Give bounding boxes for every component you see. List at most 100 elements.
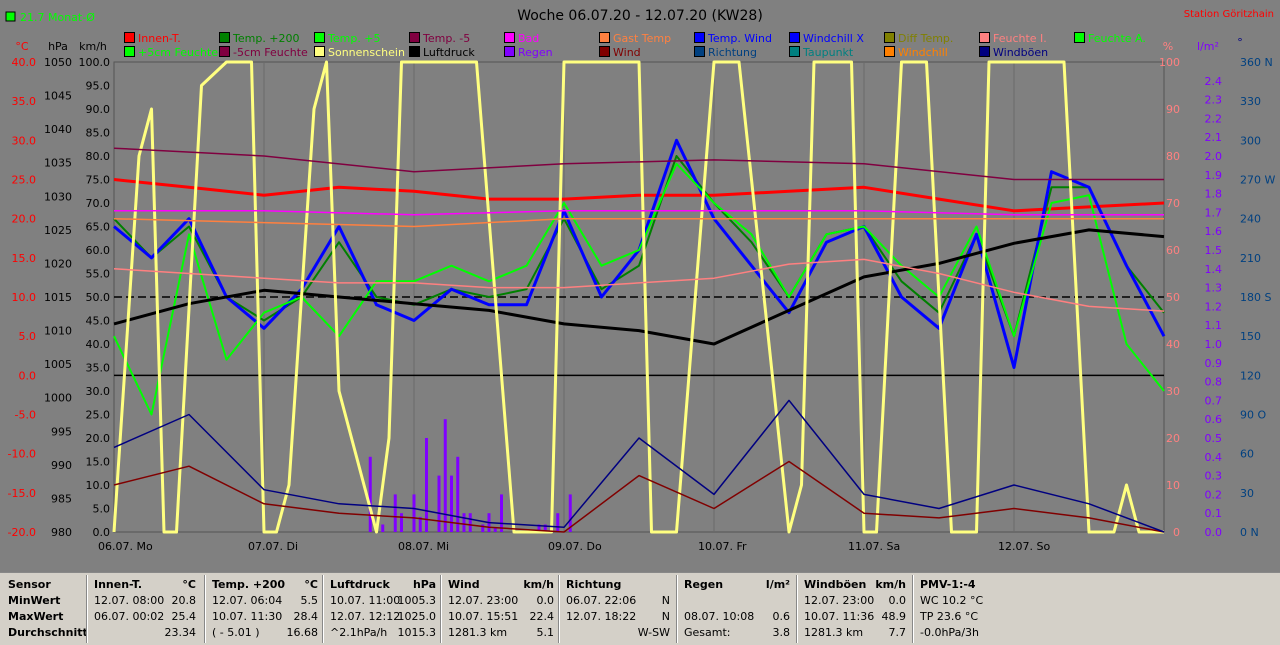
legend-item: +5cm Feuchte	[124, 46, 218, 59]
hpa-tick: 985	[51, 492, 72, 505]
legend-label: -5cm Feuchte	[233, 46, 308, 59]
axis-ticks: 40.0 35.0 30.0 25.0 20.0 15.0 10.0 5.0 0.0 -5.0 -1…	[8, 56, 1276, 539]
hpa-tick: 980	[51, 526, 72, 539]
direction-tick: 300	[1240, 134, 1261, 147]
legend-swatch	[504, 32, 515, 43]
rain-bar	[400, 513, 403, 532]
unit: km/h	[523, 578, 554, 591]
kmh-tick: 100.0	[79, 56, 111, 69]
direction-tick: 360 N	[1240, 56, 1273, 69]
legend-swatch	[979, 32, 990, 43]
direction-tick: 240	[1240, 213, 1261, 226]
kmh-tick: 35.0	[86, 362, 111, 375]
legend-label: Temp. -5	[423, 32, 471, 45]
temp-tick: 25.0	[12, 174, 37, 187]
hpa-tick: 1045	[44, 90, 72, 103]
direction-tick: 60	[1240, 448, 1254, 461]
legend-item: Sonnenschein	[314, 46, 405, 59]
legend-item: Taupunkt	[789, 46, 853, 59]
legend-swatch	[694, 46, 705, 57]
max-time: 11:30	[250, 610, 283, 623]
legend-item: Windchill	[884, 46, 948, 59]
kmh-tick: 65.0	[86, 221, 111, 234]
max-time: 00:02	[132, 610, 165, 623]
month-avg-label: 21.7 Monat-Ø	[20, 11, 95, 24]
legend-swatch	[789, 32, 800, 43]
hpa-tick: 1050	[44, 56, 72, 69]
rain-tick: 1.2	[1205, 300, 1223, 313]
series-line-gast-temp	[113, 217, 1164, 228]
min-date: 12.07.	[804, 594, 839, 607]
grid	[114, 62, 1164, 532]
legend-label: Feuchte A.	[1088, 32, 1146, 45]
direction-tick: 120	[1240, 369, 1261, 382]
head: Temp. +200	[212, 578, 286, 591]
pct-tick: 80	[1166, 150, 1180, 163]
min-time: 08:00	[132, 594, 165, 607]
col-richtung: Richtung 06.07. 22:06 N 12.07. 18:22 N W-S…	[566, 577, 674, 643]
direction-tick: 180 S	[1240, 291, 1271, 304]
pct-tick: 40	[1166, 338, 1180, 351]
rain-tick: 1.5	[1205, 244, 1223, 257]
col-luftdruck: Luftdruck hPa 10.07. 11:00 1005.3 12.07. 1…	[330, 577, 440, 643]
avg: 7.7	[888, 626, 907, 639]
direction-tick: 210	[1240, 252, 1261, 265]
rain-bar	[437, 475, 441, 532]
max-val: 22.4	[529, 610, 555, 623]
direction-tick: 90 O	[1240, 409, 1266, 422]
label-sensor: Sensor	[8, 578, 51, 591]
unit: l/m²	[765, 578, 790, 591]
legend-label: Bad	[518, 32, 540, 45]
col-pmv: PMV-1:-4 WC 10.2 °C TP 23.6 °C -0.0hPa/3…	[920, 577, 1040, 643]
series-line-temp-5	[113, 162, 1165, 416]
rain-bar	[462, 513, 466, 532]
rain-tick: 0.4	[1205, 451, 1223, 464]
series-line-sonnenschein	[112, 60, 1164, 534]
col-wind: Wind km/h 12.07. 23:00 0.0 10.07. 15:51 22.…	[448, 577, 558, 643]
legend-swatch	[1074, 32, 1085, 43]
hpa-tick: 1035	[44, 157, 72, 170]
rain-tick: 2.3	[1205, 94, 1223, 107]
legend-label: Temp. +200	[233, 32, 300, 45]
legend-swatch	[409, 46, 420, 57]
rain-tick: 1.0	[1205, 338, 1223, 351]
series-lines	[112, 60, 1166, 534]
day-label: 09.07. Do	[548, 540, 602, 553]
hpa-tick: 1010	[44, 325, 72, 338]
max-time: 18:22	[604, 610, 637, 623]
rain-tick: 1.6	[1205, 225, 1223, 238]
pct-tick: 100	[1159, 56, 1180, 69]
station-name: Station Göritzhain	[1184, 9, 1274, 20]
max-val: N	[661, 610, 670, 623]
legend-swatch	[124, 32, 135, 43]
legend-swatch	[979, 46, 990, 57]
unit: °C	[304, 578, 318, 591]
min-val: 1005.3	[397, 594, 437, 607]
temp-tick: 15.0	[12, 252, 37, 265]
max-date: 12.07.	[566, 610, 601, 623]
head: Regen	[684, 578, 724, 591]
min-time: 06:04	[250, 594, 283, 607]
unit-percent: %	[1163, 40, 1173, 53]
series-line-wind	[113, 460, 1165, 533]
legend-label: Temp. Wind	[708, 32, 772, 45]
unit-celsius: °C	[15, 40, 29, 53]
hpa-tick: 995	[51, 425, 72, 438]
rain-bar	[418, 516, 422, 532]
label-avg: Durchschnitt	[8, 626, 88, 639]
month-avg-swatch	[5, 11, 16, 22]
temp-tick: 10.0	[12, 291, 37, 304]
rain-tick: 0.1	[1205, 507, 1223, 520]
kmh-tick: 60.0	[86, 244, 111, 257]
temp-tick: -20.0	[8, 526, 36, 539]
day-label: 10.07. Fr	[698, 540, 747, 553]
rain-tick: 0.2	[1205, 488, 1223, 501]
hpa-tick: 1025	[44, 224, 72, 237]
col-regen: Regen l/m² 08.07. 10:08 0.6 Gesamt: 3.8	[684, 577, 794, 643]
rain-bar	[556, 513, 560, 532]
min-date: 06.07.	[566, 594, 601, 607]
series-line-windb-en	[113, 399, 1165, 533]
kmh-tick: 80.0	[86, 150, 111, 163]
legend-swatch	[314, 32, 325, 43]
pmv-head: PMV-1:-4	[920, 578, 976, 591]
